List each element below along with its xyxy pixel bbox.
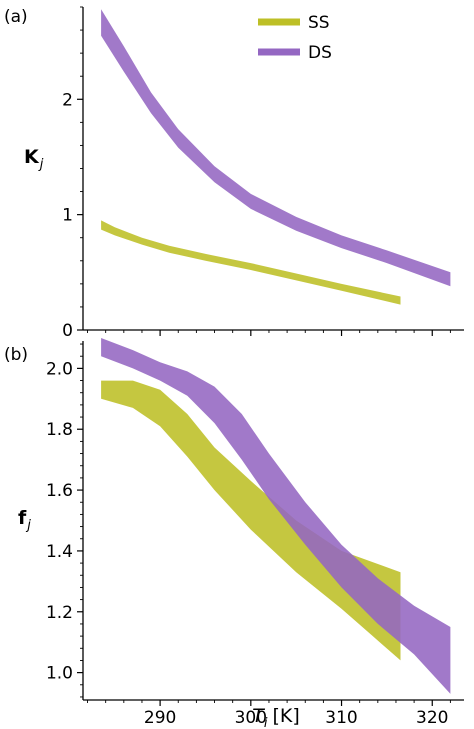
panel-a-ytick-label: 2 bbox=[62, 90, 73, 110]
legend: SS DS bbox=[258, 13, 332, 63]
panel-b-xtick-label: 290 bbox=[144, 708, 176, 728]
x-axis-label-sub: i bbox=[264, 716, 268, 729]
panel-a: (a) 0 1 2 Kj SS DS bbox=[4, 6, 464, 341]
panel-b: (b) 1.0 1.2 1.4 1.6 1.8 2.0 290 300 310 320 fj Ti… bbox=[4, 338, 464, 729]
x-axis-label-unit: [K] bbox=[272, 705, 299, 727]
panel-b-series bbox=[101, 338, 451, 694]
x-axis-label: Ti [K] bbox=[252, 705, 300, 729]
panel-a-ylabel: Kj bbox=[24, 146, 44, 172]
panel-b-xtick-label: 310 bbox=[325, 708, 357, 728]
panel-a-ylabel-main: K bbox=[24, 146, 40, 168]
legend-label-ds: DS bbox=[308, 43, 332, 63]
panel-a-ylabel-sub: j bbox=[38, 157, 44, 172]
panel-b-ylabel-main: f bbox=[18, 507, 27, 529]
panel-b-band-ds bbox=[101, 338, 451, 694]
panel-b-ytick-label: 1.6 bbox=[46, 481, 73, 501]
panel-b-axes: 1.0 1.2 1.4 1.6 1.8 2.0 290 300 310 320 bbox=[46, 341, 464, 728]
panel-b-ytick-label: 1.0 bbox=[46, 664, 73, 684]
panel-a-ytick-label: 1 bbox=[62, 206, 73, 226]
panel-a-label: (a) bbox=[4, 7, 28, 27]
panel-a-series bbox=[101, 9, 451, 305]
panel-b-ytick-label: 1.8 bbox=[46, 420, 73, 440]
panel-b-ylabel-sub: j bbox=[25, 518, 31, 533]
panel-a-ytick-label: 0 bbox=[62, 321, 73, 341]
panel-b-xtick-label: 300 bbox=[235, 708, 267, 728]
panel-b-ytick-label: 2.0 bbox=[46, 359, 73, 379]
panel-b-ytick-label: 1.4 bbox=[46, 542, 73, 562]
panel-b-label: (b) bbox=[4, 345, 28, 365]
panel-b-ytick-label: 1.2 bbox=[46, 603, 73, 623]
panel-b-ylabel: fj bbox=[18, 507, 31, 533]
x-axis-label-var: T bbox=[252, 705, 265, 727]
panel-a-band-ss bbox=[101, 220, 401, 305]
panel-b-band-ss bbox=[101, 380, 401, 661]
panel-a-axes: 0 1 2 bbox=[62, 6, 464, 341]
panel-b-xtick-label: 320 bbox=[416, 708, 448, 728]
legend-label-ss: SS bbox=[308, 13, 330, 33]
